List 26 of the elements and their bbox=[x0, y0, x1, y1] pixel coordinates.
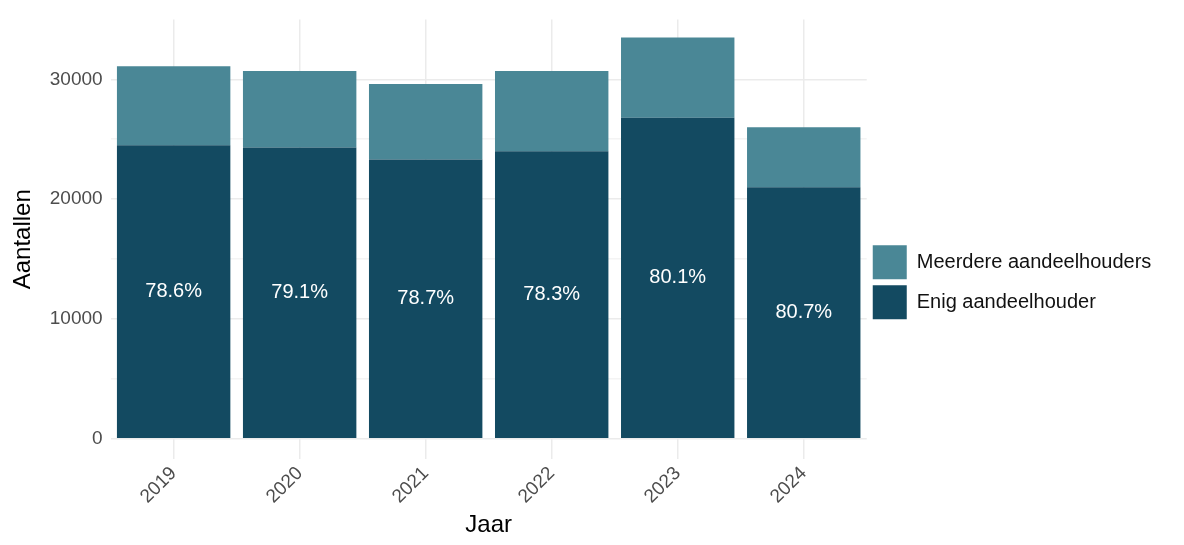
bar bbox=[747, 127, 861, 188]
bar bbox=[242, 147, 357, 439]
legend-label: Meerdere aandeelhouders bbox=[916, 249, 1152, 272]
annotation: 78.7% bbox=[397, 286, 455, 309]
bar bbox=[621, 117, 735, 439]
annotation: 80.7% bbox=[775, 300, 833, 323]
bar bbox=[747, 187, 861, 439]
annotation: 78.6% bbox=[145, 279, 203, 302]
y-tick-label: 10000 bbox=[49, 307, 103, 329]
bar bbox=[621, 37, 735, 118]
annotation: 80.1% bbox=[649, 265, 707, 288]
bar bbox=[242, 70, 357, 148]
bar bbox=[116, 66, 231, 146]
y-tick-label: 30000 bbox=[49, 67, 103, 89]
annotation: 79.1% bbox=[271, 280, 329, 303]
y-tick-label: 0 bbox=[92, 427, 103, 449]
y-axis-title: Aantallen bbox=[8, 189, 36, 290]
bar bbox=[494, 151, 609, 439]
bar bbox=[116, 145, 231, 439]
legend-label: Enig aandeelhouder bbox=[916, 289, 1097, 312]
annotation: 78.3% bbox=[523, 282, 581, 305]
y-tick-label: 20000 bbox=[49, 187, 103, 209]
x-axis-title: Jaar bbox=[465, 510, 513, 538]
bar bbox=[368, 159, 483, 439]
bar bbox=[494, 70, 609, 152]
bar bbox=[368, 84, 483, 160]
